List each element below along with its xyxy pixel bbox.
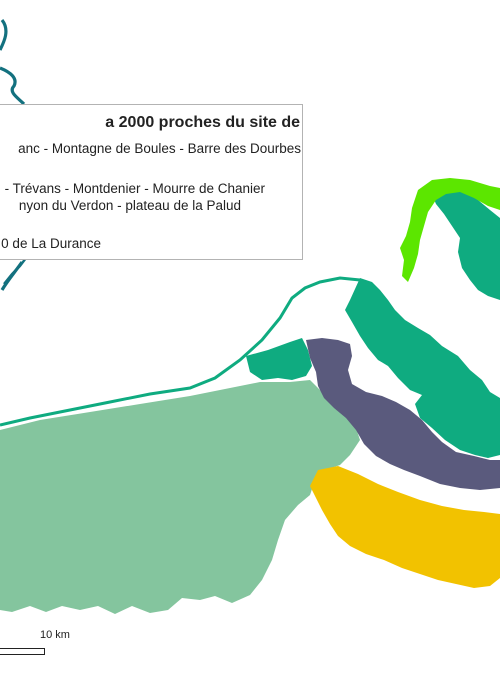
scale-label: 10 km	[40, 629, 70, 641]
light-green-zone	[0, 380, 360, 614]
teal-upper-zone	[430, 184, 500, 300]
scale-bar	[0, 648, 45, 655]
teal-small-block	[246, 338, 312, 380]
yellow-zone	[310, 466, 500, 588]
map-legend: a 2000 proches du site de l'Asse anc - M…	[0, 104, 303, 260]
lime-zone	[400, 178, 500, 282]
teal-large-zone	[345, 278, 500, 458]
teal-corridor	[0, 276, 361, 427]
slate-zone	[306, 338, 500, 490]
durance-river-zone-edge	[3, 257, 27, 285]
